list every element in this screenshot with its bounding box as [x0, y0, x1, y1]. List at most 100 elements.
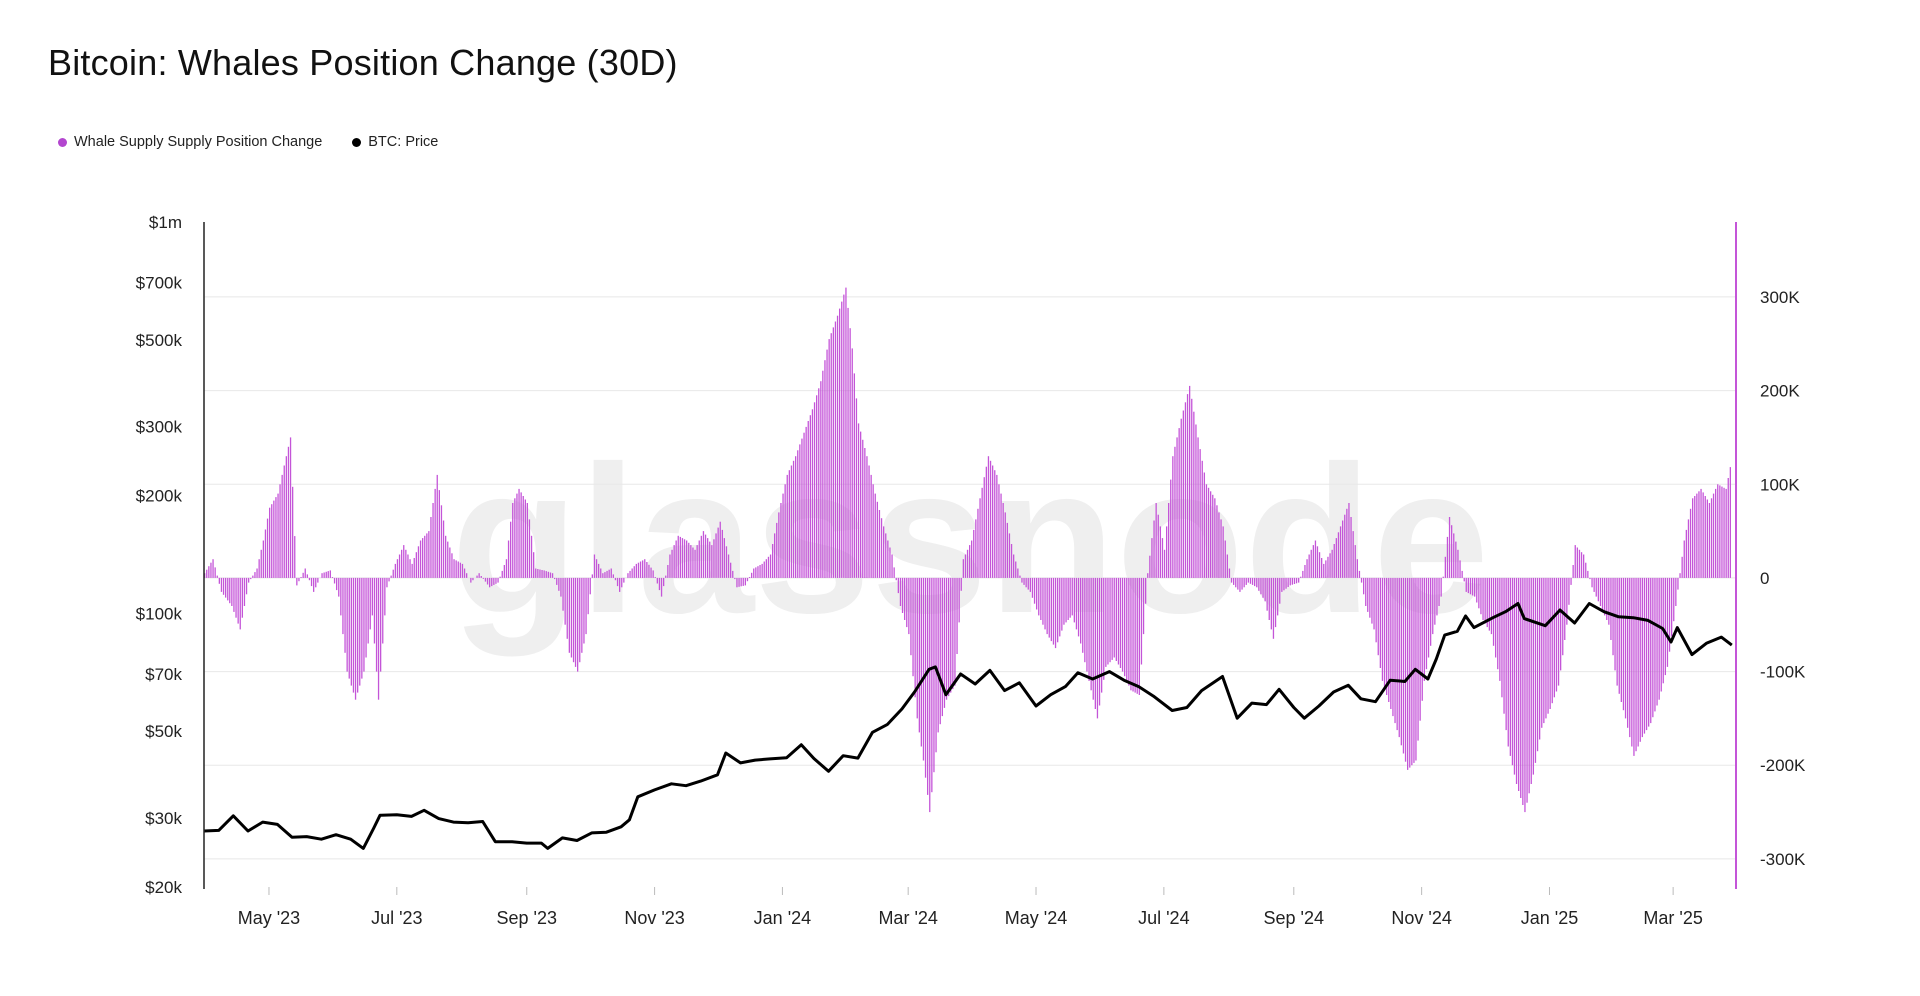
- whale-bar: [981, 487, 983, 578]
- whale-bar: [459, 562, 461, 578]
- whale-bar: [621, 577, 623, 588]
- whale-bar: [1067, 577, 1069, 620]
- whale-bar: [924, 577, 927, 778]
- whale-bar: [220, 577, 223, 592]
- whale-bar: [830, 333, 832, 578]
- whale-bar: [669, 554, 671, 578]
- whale-bar: [763, 561, 765, 578]
- whale-bar: [1191, 398, 1193, 578]
- whale-bar: [880, 518, 883, 578]
- whale-bar: [501, 570, 503, 578]
- whale-bar: [1373, 577, 1375, 630]
- whale-bar: [876, 501, 878, 578]
- whale-bar: [447, 541, 449, 578]
- whale-bar: [367, 577, 369, 644]
- whale-bar: [1241, 577, 1243, 590]
- whale-bar: [623, 577, 625, 583]
- whale-bar: [229, 577, 231, 604]
- whale-bar: [975, 519, 977, 578]
- whale-bar: [298, 577, 300, 582]
- whale-bar: [1727, 478, 1729, 578]
- whale-bar: [1622, 577, 1625, 711]
- whale-bar: [564, 577, 566, 625]
- whale-bar: [1193, 411, 1195, 578]
- whale-bar: [1203, 472, 1205, 578]
- whale-bar: [1270, 577, 1272, 630]
- whale-bar: [1237, 577, 1239, 590]
- whale-bar: [1277, 577, 1279, 616]
- whale-bar: [445, 535, 447, 578]
- whale-bar: [1103, 577, 1105, 680]
- whale-bar: [1383, 577, 1386, 688]
- legend-item-price[interactable]: BTC: Price: [352, 134, 438, 150]
- whale-bar: [522, 496, 524, 578]
- whale-bar: [403, 545, 405, 578]
- whale-bar: [233, 577, 235, 612]
- whale-bar: [413, 558, 415, 578]
- whale-bar: [1182, 410, 1184, 578]
- whale-bar: [1689, 508, 1692, 578]
- whale-bar: [1346, 508, 1348, 578]
- whale-bar: [658, 577, 661, 591]
- whale-bar: [401, 549, 403, 578]
- whale-bar: [484, 577, 487, 582]
- x-tick-label: Mar '25: [1643, 908, 1702, 928]
- whale-bar: [696, 545, 698, 578]
- whale-bar: [1480, 577, 1482, 615]
- whale-bar: [1272, 577, 1275, 639]
- whale-bar: [271, 504, 273, 578]
- whale-bar: [1264, 577, 1266, 602]
- whale-bar: [1708, 503, 1711, 578]
- whale-bar: [264, 529, 267, 578]
- legend-item-whale[interactable]: Whale Supply Supply Position Change: [58, 134, 322, 150]
- whale-bar: [491, 577, 493, 587]
- whale-bar: [1463, 577, 1465, 582]
- whale-bar: [1555, 577, 1558, 692]
- whale-bar: [1266, 577, 1268, 611]
- whale-bar: [1205, 484, 1208, 578]
- left-tick-label: $500k: [136, 331, 183, 350]
- whale-bar: [579, 577, 581, 663]
- whale-bar: [1513, 577, 1516, 775]
- whale-bar: [461, 563, 464, 578]
- whale-bar: [713, 539, 715, 578]
- whale-bar: [1432, 577, 1434, 635]
- whale-bar: [1608, 577, 1610, 625]
- whale-bar: [432, 503, 434, 578]
- whale-bar: [813, 402, 816, 578]
- whale-bar: [998, 484, 1000, 578]
- whale-bar: [759, 565, 761, 578]
- x-tick-label: Mar '24: [878, 908, 937, 928]
- whale-bar: [1440, 577, 1442, 597]
- whale-bar: [1369, 577, 1371, 618]
- legend-swatch-price: [352, 137, 362, 147]
- whale-bar: [742, 577, 744, 586]
- whale-bar: [857, 423, 860, 578]
- whale-bar: [260, 549, 262, 578]
- whale-bar: [1522, 577, 1524, 805]
- whale-bar: [1057, 577, 1059, 643]
- whale-bar: [1671, 577, 1673, 637]
- whale-bar: [1541, 577, 1543, 728]
- whale-bar: [1031, 577, 1034, 598]
- whale-bar: [805, 426, 807, 578]
- whale-bar: [1455, 541, 1457, 578]
- whale-bar: [547, 571, 549, 578]
- whale-bar: [1342, 520, 1344, 578]
- whale-bar: [665, 575, 667, 578]
- whale-bar: [922, 577, 925, 761]
- whale-bar: [1358, 570, 1361, 578]
- whale-bar: [631, 568, 633, 578]
- whale-bar: [727, 554, 730, 578]
- whale-bar: [281, 474, 283, 578]
- whale-bar: [1381, 577, 1384, 681]
- whale-bar: [1712, 493, 1715, 578]
- whale-bar: [1465, 577, 1467, 592]
- whale-bar: [1178, 428, 1180, 578]
- whale-bar: [269, 507, 271, 578]
- whale-bar: [449, 547, 451, 578]
- whale-bar: [1365, 577, 1367, 606]
- whale-bar: [1069, 577, 1071, 618]
- whale-bar: [533, 552, 535, 578]
